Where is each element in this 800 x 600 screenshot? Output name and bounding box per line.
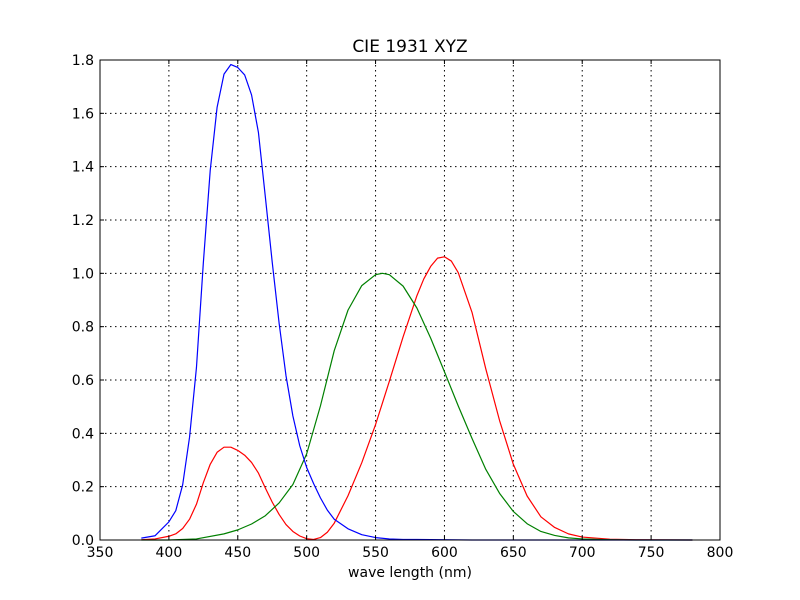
x-tick-label: 750 <box>638 545 665 561</box>
x-tick-label: 500 <box>293 545 320 561</box>
x-tick-label: 550 <box>362 545 389 561</box>
y-tick-labels: 0.0 0.2 0.4 0.6 0.8 1.0 1.2 1.4 1.6 1.8 <box>72 53 94 549</box>
y-tick-label: 1.2 <box>72 213 94 229</box>
series-blue-line <box>141 63 693 541</box>
y-tick-label: 0.4 <box>72 426 94 442</box>
x-tick-label: 350 <box>87 545 114 561</box>
y-tick-label: 1.0 <box>72 266 94 282</box>
x-axis-label: wave length (nm) <box>348 565 472 581</box>
y-tick-label: 0.8 <box>72 320 94 336</box>
chart-title: CIE 1931 XYZ <box>352 37 467 57</box>
y-tick-label: 0.2 <box>72 480 94 496</box>
y-tick-label: 0.6 <box>72 373 94 389</box>
series-group <box>141 63 693 541</box>
grid <box>100 60 720 540</box>
y-tick-label: 0.0 <box>72 533 94 549</box>
y-tick-label: 1.4 <box>72 160 94 176</box>
x-tick-label: 650 <box>500 545 527 561</box>
y-tick-label: 1.6 <box>72 106 94 122</box>
x-tick-label: 700 <box>569 545 596 561</box>
plot-frame <box>99 59 721 541</box>
x-tick-label: 600 <box>431 545 458 561</box>
series-green-line <box>141 272 693 541</box>
tick-marks <box>99 59 721 541</box>
x-tick-label: 800 <box>707 545 734 561</box>
y-tick-label: 1.8 <box>72 53 94 69</box>
series-red-line <box>141 256 693 541</box>
x-tick-label: 450 <box>224 545 251 561</box>
x-tick-labels: 350 400 450 500 550 600 650 700 750 800 <box>87 545 734 561</box>
x-tick-label: 400 <box>156 545 183 561</box>
